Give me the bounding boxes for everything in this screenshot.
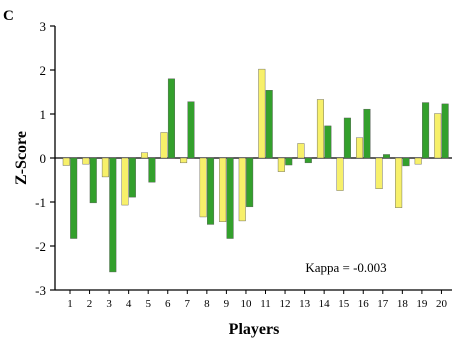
bar-series1-player-16 [356, 137, 364, 159]
y-tick-label: 2 [40, 63, 47, 78]
x-tick-label: 3 [106, 298, 112, 310]
x-tick-label: 9 [224, 298, 230, 310]
bar-series1-player-5 [140, 152, 148, 159]
bar-series1-player-13 [297, 143, 305, 159]
y-tick-label: 3 [40, 19, 47, 34]
x-tick-label: 16 [358, 298, 370, 310]
bar-series1-player-17 [375, 157, 383, 189]
bar-series2-player-18 [402, 157, 410, 167]
x-tick-label: 19 [416, 298, 428, 310]
y-tick-label: 1 [40, 107, 47, 122]
bar-series2-player-8 [207, 157, 215, 225]
x-tick-label: 12 [280, 298, 291, 310]
y-tick-label: -2 [35, 239, 46, 254]
bar-series1-player-19 [414, 157, 422, 165]
bar-series2-player-3 [109, 157, 117, 273]
kappa-annotation: Kappa = -0.003 [305, 260, 386, 275]
x-tick-label: 7 [185, 298, 191, 310]
bar-series2-player-15 [343, 117, 351, 159]
bar-series1-player-10 [238, 157, 246, 222]
bars [62, 68, 449, 273]
x-tick-label: 5 [145, 298, 151, 310]
bar-series2-player-7 [187, 101, 195, 159]
x-tick-label: 1 [67, 298, 73, 310]
x-tick-label: 18 [397, 298, 409, 310]
bar-series1-player-7 [180, 157, 188, 164]
bar-series2-player-20 [441, 103, 449, 159]
bar-series1-player-11 [258, 68, 266, 159]
bar-series2-player-12 [285, 157, 293, 166]
bar-series1-player-8 [199, 157, 207, 218]
x-tick-label: 20 [436, 298, 448, 310]
bar-series2-player-14 [324, 125, 332, 159]
x-tick-label: 11 [260, 298, 271, 310]
y-tick-label: -1 [35, 195, 46, 210]
y-tick-label: 0 [40, 151, 47, 166]
bar-series2-player-13 [304, 157, 312, 164]
bar-series2-player-2 [89, 157, 97, 204]
bar-series1-player-20 [434, 113, 442, 159]
bar-series2-player-11 [265, 90, 273, 159]
bar-series1-player-2 [82, 157, 90, 165]
x-axis-label: Players [229, 321, 280, 338]
x-tick-label: 6 [165, 298, 171, 310]
x-tick-label: 13 [299, 298, 311, 310]
y-axis-label: Z-Score [13, 131, 30, 185]
y-tick-label: -3 [35, 283, 46, 298]
x-tick-label: 4 [126, 298, 132, 310]
bar-series1-player-1 [62, 157, 70, 166]
bar-series2-player-4 [128, 157, 136, 198]
bar-series2-player-10 [246, 157, 254, 208]
x-tick-label: 14 [319, 298, 331, 310]
x-tick-label: 10 [240, 298, 252, 310]
bar-series1-player-12 [277, 157, 285, 172]
bar-series2-player-17 [383, 154, 391, 159]
bar-series1-player-14 [316, 99, 324, 159]
bar-series1-player-15 [336, 157, 344, 191]
bar-series1-player-4 [121, 157, 129, 206]
bar-series1-player-6 [160, 132, 168, 159]
panel-label: C [3, 8, 14, 24]
x-tick-label: 17 [377, 298, 389, 310]
bar-series2-player-19 [422, 102, 430, 159]
bar-series2-player-1 [70, 157, 78, 239]
bar-series2-player-5 [148, 157, 156, 183]
bar-series1-player-3 [101, 157, 109, 178]
x-tick-label: 2 [87, 298, 93, 310]
x-tick-label: 8 [204, 298, 210, 310]
bar-series2-player-9 [226, 157, 234, 239]
bar-series1-player-9 [219, 157, 227, 222]
bar-series2-player-6 [167, 78, 175, 159]
bar-series2-player-16 [363, 108, 371, 159]
bar-series1-player-18 [395, 157, 403, 208]
x-tick-label: 15 [338, 298, 350, 310]
